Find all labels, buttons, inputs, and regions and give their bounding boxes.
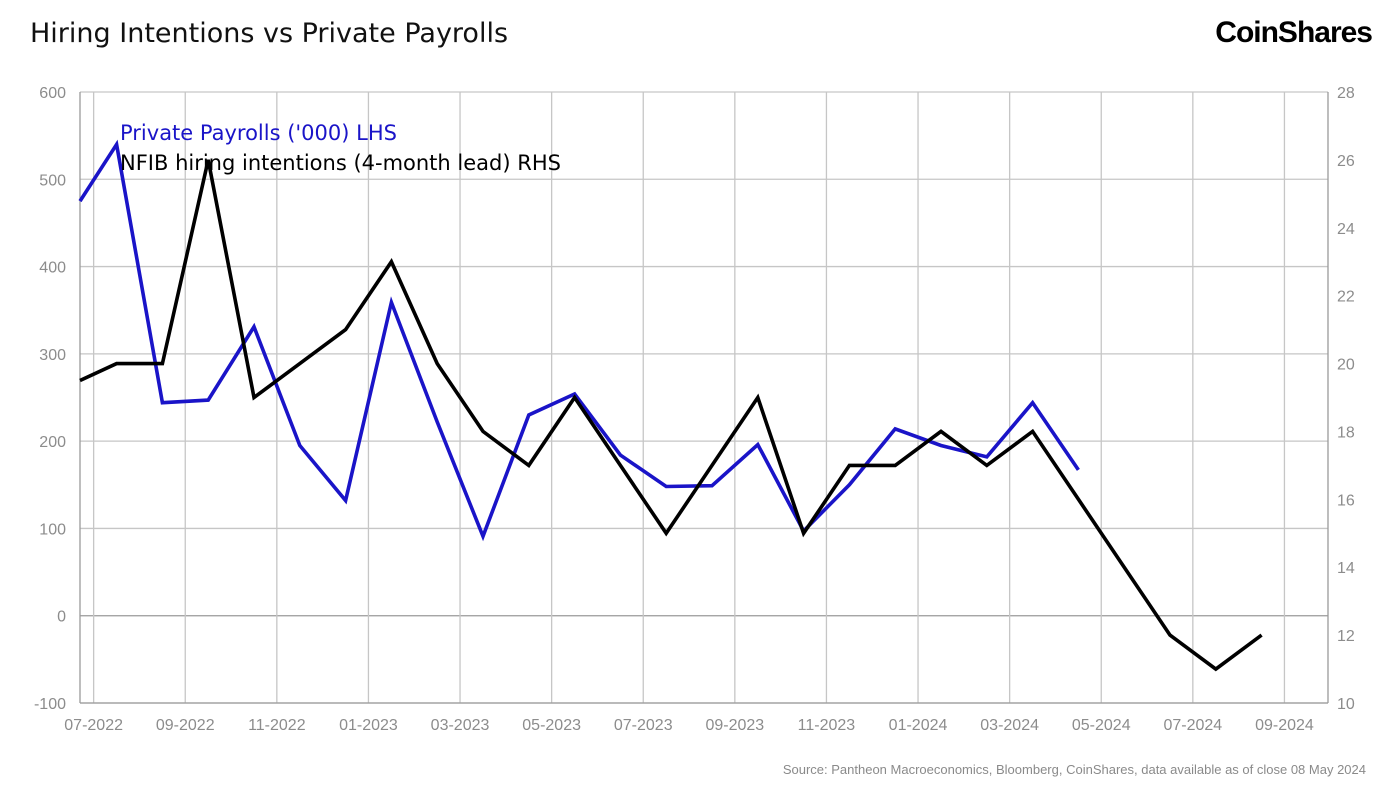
- x-tick-label: 11-2023: [798, 717, 856, 734]
- x-tick-label: 01-2024: [889, 717, 948, 734]
- x-tick-label: 03-2023: [431, 717, 490, 734]
- x-tick-label: 09-2024: [1255, 717, 1314, 734]
- legend: Private Payrolls ('000) LHS NFIB hiring i…: [120, 121, 561, 175]
- x-tick-label: 11-2022: [248, 717, 306, 734]
- x-tick-label: 07-2024: [1163, 717, 1222, 734]
- y-right-tick-label: 26: [1337, 153, 1355, 170]
- legend-item-payrolls: Private Payrolls ('000) LHS: [120, 121, 397, 145]
- y-right-tick-label: 14: [1337, 560, 1355, 577]
- x-tick-label: 07-2023: [614, 717, 673, 734]
- x-tick-label: 09-2022: [156, 717, 215, 734]
- legend-item-nfib: NFIB hiring intentions (4-month lead) RH…: [120, 151, 561, 175]
- payrolls-series-line: [78, 139, 1080, 542]
- axes: 600 500 400 300 200 100 0 -100 28 26 24 22 20 18 16 14 1…: [34, 85, 1355, 734]
- brand-logo: CoinShares: [1215, 16, 1373, 49]
- y-left-tick-label: 0: [57, 609, 66, 626]
- x-tick-label: 05-2023: [522, 717, 581, 734]
- y-left-tick-label: 200: [39, 434, 66, 451]
- series-lines: [78, 139, 1263, 672]
- x-tick-label: 09-2023: [705, 717, 764, 734]
- y-right-tick-label: 28: [1337, 85, 1355, 102]
- y-right-tick-label: 10: [1337, 696, 1355, 713]
- y-left-tick-label: 100: [39, 521, 66, 538]
- x-tick-label: 01-2023: [339, 717, 398, 734]
- y-right-tick-label: 18: [1337, 424, 1355, 441]
- x-tick-label: 07-2022: [64, 717, 123, 734]
- y-right-tick-label: 16: [1337, 492, 1355, 509]
- source-note: Source: Pantheon Macroeconomics, Bloombe…: [782, 762, 1366, 777]
- y-right-tick-label: 24: [1337, 221, 1355, 238]
- y-right-tick-label: 12: [1337, 628, 1355, 645]
- y-left-tick-label: 500: [39, 172, 66, 189]
- y-left-tick-label: 400: [39, 260, 66, 277]
- x-tick-label: 03-2024: [980, 717, 1039, 734]
- x-tick-label: 05-2024: [1072, 717, 1131, 734]
- y-right-tick-label: 22: [1337, 289, 1355, 306]
- nfib-series-line: [79, 159, 1263, 672]
- y-left-tick-label: -100: [34, 696, 66, 713]
- chart-title: Hiring Intentions vs Private Payrolls: [30, 18, 509, 49]
- y-left-tick-label: 600: [39, 85, 66, 102]
- y-right-tick-label: 20: [1337, 357, 1355, 374]
- y-left-tick-label: 300: [39, 347, 66, 364]
- grid: [80, 91, 1328, 704]
